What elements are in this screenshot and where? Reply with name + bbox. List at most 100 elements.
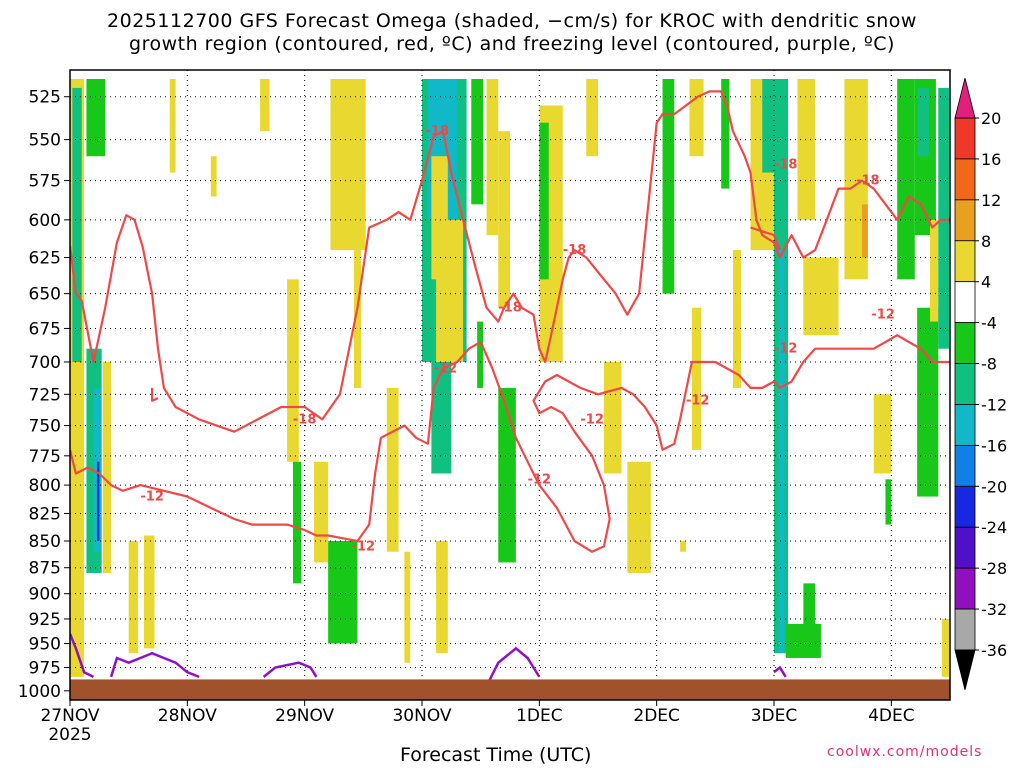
y-tick-label-14: 875 [29, 559, 61, 579]
contour--18-segment-0 [70, 90, 950, 433]
omega-region-57 [938, 87, 950, 349]
omega-region-13 [292, 461, 302, 584]
y-tick-label-6: 675 [29, 319, 61, 339]
y-tick-label-0: 525 [29, 88, 61, 108]
omega-region-35 [627, 461, 651, 573]
x-tick-label-5: 2DEC [633, 706, 680, 726]
y-tick-label-11: 800 [29, 476, 61, 496]
omega-region-1 [72, 87, 82, 362]
omega-region-29 [498, 131, 510, 308]
colorbar-band-1 [954, 158, 976, 201]
omega-region-6 [102, 361, 112, 573]
colorbar-tick-label-3: 8 [981, 232, 991, 251]
colorbar-over-arrow [954, 77, 976, 119]
colorbar-tick-label-9: -20 [981, 477, 1007, 496]
omega-region-55 [917, 307, 939, 497]
omega-region-30 [498, 387, 516, 563]
omega-region-34 [603, 361, 622, 474]
omega-region-18 [386, 387, 399, 552]
contour-labels: -18 -18 -18 -18 -18 -12 -12 -12 -12 -18 -12 -12 -12 -… [140, 124, 894, 554]
contour-label-7: -12 [434, 362, 458, 377]
omega-region-28 [486, 78, 499, 236]
y-tick-label-8: 725 [29, 385, 61, 405]
colorbar-tick-label-0: 20 [981, 109, 1001, 128]
y-tick-label-2: 575 [29, 172, 61, 192]
omega-region-25 [436, 219, 464, 362]
contour-label-6: -12 [774, 342, 798, 357]
omega-region-12 [287, 279, 299, 462]
omega-region-23 [431, 361, 452, 474]
contour-label-9: -18 [293, 412, 317, 427]
contour--18-segment-2 [151, 387, 159, 402]
omega-region-59 [885, 479, 892, 525]
colorbar-band-4 [954, 281, 976, 324]
x-axis: 27NOV 28NOV 29NOV 30NOV 1DEC 2DEC 3DEC 4DEC 2025 [40, 700, 915, 745]
colorbar-band-3 [954, 240, 976, 283]
y-tick-label-17: 950 [29, 635, 61, 655]
colorbar-tick-label-2: 12 [981, 191, 1001, 210]
y-tick-label-3: 600 [29, 211, 61, 231]
omega-region-19 [404, 551, 411, 663]
y-tick-label-7: 700 [29, 353, 61, 373]
colorbar-band-7 [954, 404, 976, 446]
omega-region-27 [477, 321, 484, 388]
y-tick-label-1: 550 [29, 131, 61, 151]
colorbar-band-0 [954, 117, 976, 160]
y-axis: 525 550 575 600 625 650 675 700 725 750 775 800 825 8… [18, 88, 70, 702]
omega-region-16 [330, 78, 366, 251]
omega-region-17 [353, 250, 361, 388]
omega-shading [70, 78, 950, 677]
contour-label-10: -12 [580, 412, 604, 427]
chart-title-line-1: 2025112700 GFS Forecast Omega (shaded, −… [107, 10, 917, 32]
omega-region-15 [328, 540, 358, 644]
colorbar-tick-label-1: 16 [981, 150, 1001, 169]
colorbar-tick-label-13: -36 [981, 641, 1007, 660]
contour-label-2: -18 [856, 174, 880, 189]
x-year-label: 2025 [48, 725, 91, 745]
omega-region-44 [778, 250, 785, 654]
freezing-level-segment-1 [109, 651, 200, 679]
y-tick-label-19: 1000 [18, 682, 61, 702]
contour--18-segment-1 [750, 226, 781, 251]
omega-region-26 [471, 78, 484, 205]
chart-title-line-2: growth region (contoured, red, ºC) and f… [129, 33, 895, 55]
freezing-level-segment-0 [70, 633, 95, 679]
omega-region-36 [662, 78, 675, 294]
colorbar-tick-label-4: 4 [981, 273, 991, 292]
contour-label-1: -18 [774, 157, 798, 172]
colorbar-tick-label-7: -12 [981, 395, 1007, 414]
omega-region-5 [96, 461, 100, 541]
contour-label-8: -12 [686, 394, 710, 409]
omega-region-50 [862, 204, 868, 258]
omega-region-37 [689, 78, 704, 157]
y-tick-label-18: 975 [29, 658, 61, 678]
omega-region-8 [128, 540, 139, 654]
contour-label-0: -18 [426, 124, 450, 139]
colorbar-band-10 [954, 526, 976, 569]
colorbar: 20 16 12 8 4 -4 -8 -12 -16 -20 -24 -28 -32 -36 [954, 77, 1007, 691]
ground-terrain [70, 679, 950, 700]
freezing-level-segment-6 [773, 665, 787, 678]
colorbar-band-12 [954, 608, 976, 651]
colorbar-tick-label-11: -28 [981, 559, 1007, 578]
source-credit: coolwx.com/models [827, 744, 983, 760]
omega-region-56 [930, 219, 939, 322]
x-tick-label-7: 4DEC [868, 706, 915, 726]
y-tick-label-13: 850 [29, 532, 61, 552]
omega-region-14 [314, 461, 329, 563]
ground-terrain-band [70, 679, 950, 700]
colorbar-tick-label-10: -24 [981, 518, 1007, 537]
omega-region-52 [897, 78, 915, 280]
contour-label-3: -18 [563, 243, 587, 258]
contour-label-5: -12 [871, 308, 895, 323]
contour-label-11: -12 [528, 472, 552, 487]
colorbar-tick-label-6: -8 [981, 355, 997, 374]
omega-region-24 [436, 540, 448, 654]
contour-label-4: -18 [498, 301, 522, 316]
omega-region-33 [586, 78, 598, 157]
omega-region-11 [260, 78, 270, 132]
omega-region-48 [803, 257, 839, 336]
freezing-level-segment-5 [485, 646, 541, 687]
omega-region-2 [86, 78, 106, 157]
colorbar-under-arrow [954, 649, 976, 691]
